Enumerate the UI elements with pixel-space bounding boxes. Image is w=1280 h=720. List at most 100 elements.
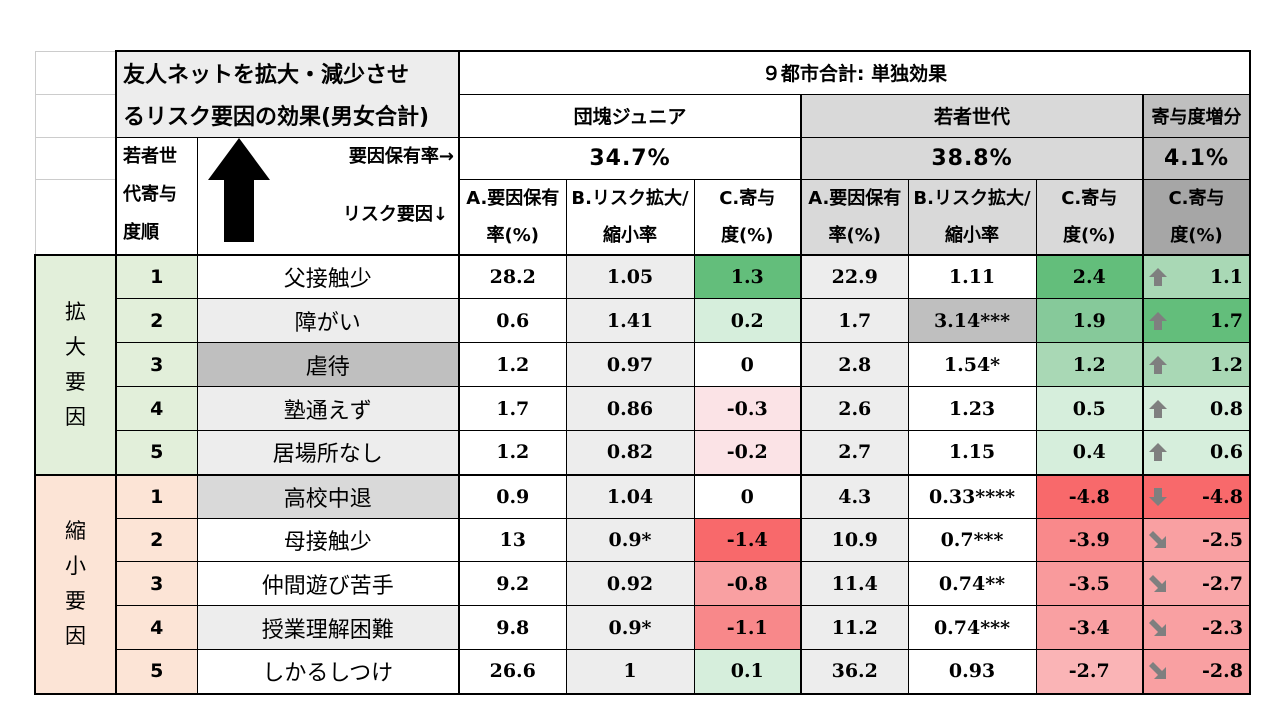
risk-ratio-young-cell: 0.74** bbox=[907, 561, 1037, 606]
factor-cell: 障がい bbox=[196, 298, 460, 343]
table-row: 5 しかるしつけ 26.6 1 0.1 36.2 0.93 -2.7 -2.8 bbox=[35, 649, 1251, 695]
increment-cell: 0.8 bbox=[1142, 386, 1251, 431]
risk-ratio-dankai-cell: 0.86 bbox=[565, 386, 695, 431]
risk-ratio-young-cell: 0.74*** bbox=[907, 605, 1037, 650]
corner-cell-3 bbox=[34, 136, 117, 180]
prevalence-young-cell: 10.9 bbox=[800, 518, 909, 562]
contribution-dankai-cell: 0 bbox=[693, 342, 802, 387]
total-label: ９都市合計: 単独効果 bbox=[458, 50, 1251, 95]
increment-value: 1.2 bbox=[1209, 353, 1243, 376]
contribution-dankai-cell: 0.2 bbox=[693, 298, 802, 343]
contribution-young-cell: 0.4 bbox=[1035, 430, 1144, 475]
factor-cell: 仲間遊び苦手 bbox=[196, 561, 460, 606]
corner-cell-4 bbox=[34, 178, 117, 256]
table-title-line1: 友人ネットを拡大・減少させ bbox=[115, 50, 460, 94]
rank-cell: 2 bbox=[115, 518, 198, 562]
factor-cell: 父接触少 bbox=[196, 253, 460, 299]
risk-ratio-dankai-cell: 1.04 bbox=[565, 473, 695, 519]
rank-cell: 5 bbox=[115, 649, 198, 695]
risk-ratio-dankai-cell: 0.9* bbox=[565, 605, 695, 650]
table-row: 拡大要因 1 父接触少 28.2 1.05 1.3 22.9 1.11 2.4 1.1 bbox=[34, 253, 1251, 475]
risk-ratio-young-cell: 1.15 bbox=[907, 430, 1037, 475]
rank-cell: 4 bbox=[115, 605, 198, 650]
increment-value: -2.8 bbox=[1202, 660, 1243, 683]
contribution-young-cell: 0.5 bbox=[1035, 386, 1144, 431]
colB-dankai: B.リスク拡大/縮小率 bbox=[565, 178, 695, 256]
risk-ratio-dankai-cell: 1.05 bbox=[565, 253, 695, 299]
prevalence-dankai-cell: 1.2 bbox=[458, 430, 567, 475]
rank-cell: 2 bbox=[115, 298, 198, 343]
table-row: 2 障がい 0.6 1.41 0.2 1.7 3.14*** 1.9 1.7 bbox=[35, 298, 1251, 343]
rank-cell: 1 bbox=[115, 253, 198, 299]
risk-ratio-dankai-cell: 1.41 bbox=[565, 298, 695, 343]
risk-ratio-young-cell: 0.93 bbox=[907, 649, 1037, 695]
risk-ratio-young-cell: 0.7*** bbox=[907, 518, 1037, 562]
contribution-young-cell: 1.2 bbox=[1035, 342, 1144, 387]
category-shrink-label: 縮小要因 bbox=[65, 519, 86, 648]
table-title-line2: るリスク要因の効果(男女合計) bbox=[115, 94, 460, 138]
prevalence-dankai-cell: 9.8 bbox=[458, 605, 567, 650]
increment-cell: 1.1 bbox=[1142, 253, 1251, 299]
contribution-dankai-cell: -0.2 bbox=[693, 430, 802, 475]
rate-dankai: 34.7% bbox=[458, 136, 802, 180]
category-expand-label: 拡大要因 bbox=[65, 299, 86, 429]
arrow-up-icon bbox=[1149, 267, 1167, 286]
risk-factor-label: リスク要因↓ bbox=[342, 203, 448, 225]
table-row: 縮小要因 1 高校中退 0.9 1.04 0 4.3 0.33**** -4.8 -4.8 bbox=[34, 473, 1251, 695]
increment-value: 1.1 bbox=[1209, 265, 1243, 288]
prevalence-young-cell: 2.7 bbox=[800, 430, 909, 475]
prevalence-young-cell: 11.4 bbox=[800, 561, 909, 606]
increment-cell: -2.8 bbox=[1142, 649, 1251, 695]
rate-increment: 4.1% bbox=[1142, 136, 1251, 180]
risk-ratio-dankai-cell: 0.97 bbox=[565, 342, 695, 387]
colB-young: B.リスク拡大/縮小率 bbox=[907, 178, 1037, 256]
table-row: 4 授業理解困難 9.8 0.9* -1.1 11.2 0.74*** -3.4 -2.3 bbox=[35, 605, 1251, 650]
factor-cell: 授業理解困難 bbox=[196, 605, 460, 650]
prevalence-dankai-cell: 9.2 bbox=[458, 561, 567, 606]
contribution-young-cell: -2.7 bbox=[1035, 649, 1144, 695]
increment-cell: -2.3 bbox=[1142, 605, 1251, 650]
arrow-down-icon bbox=[1149, 487, 1167, 506]
table-row: 3 虐待 1.2 0.97 0 2.8 1.54* 1.2 1.2 bbox=[35, 342, 1251, 387]
prevalence-young-cell: 22.9 bbox=[800, 253, 909, 299]
arrow-down-right-icon bbox=[1149, 531, 1166, 548]
contribution-dankai-cell: 0 bbox=[693, 473, 802, 519]
factor-cell: 母接触少 bbox=[196, 518, 460, 562]
arrow-up-icon bbox=[1149, 399, 1167, 418]
corner-cell-2 bbox=[34, 93, 117, 138]
increment-cell: -2.7 bbox=[1142, 561, 1251, 606]
colA-young: A.要因保有率(%) bbox=[800, 178, 909, 256]
factor-cell: しかるしつけ bbox=[196, 649, 460, 695]
factor-cell: 虐待 bbox=[196, 342, 460, 387]
increment-value: 1.7 bbox=[1209, 309, 1243, 332]
rank-header-label: 若者世代寄与度順 bbox=[123, 145, 177, 243]
big-arrow-up-icon bbox=[207, 137, 270, 242]
colA-dankai: A.要因保有率(%) bbox=[458, 178, 567, 256]
prevalence-dankai-cell: 0.6 bbox=[458, 298, 567, 343]
factor-cell: 高校中退 bbox=[196, 473, 460, 519]
prevalence-dankai-cell: 0.9 bbox=[458, 473, 567, 519]
arrow-down-right-icon bbox=[1149, 574, 1166, 592]
risk-ratio-dankai-cell: 0.9* bbox=[565, 518, 695, 562]
contribution-young-cell: -3.9 bbox=[1035, 518, 1144, 562]
prevalence-young-cell: 36.2 bbox=[800, 649, 909, 695]
prevalence-label: 要因保有率→ bbox=[348, 145, 454, 167]
increment-cell: 1.7 bbox=[1142, 298, 1251, 343]
prevalence-young-cell: 2.8 bbox=[800, 342, 909, 387]
increment-cell: 1.2 bbox=[1142, 342, 1251, 387]
rank-header: 若者世代寄与度順 bbox=[115, 136, 198, 255]
prevalence-dankai-cell: 28.2 bbox=[458, 253, 567, 299]
rank-cell: 3 bbox=[115, 342, 198, 387]
increment-cell: -2.5 bbox=[1142, 518, 1251, 562]
risk-ratio-young-cell: 1.23 bbox=[907, 386, 1037, 431]
risk-ratio-dankai-cell: 0.82 bbox=[565, 430, 695, 475]
rank-cell: 3 bbox=[115, 561, 198, 606]
prevalence-dankai-cell: 1.2 bbox=[458, 342, 567, 387]
prevalence-young-cell: 1.7 bbox=[800, 298, 909, 343]
increment-value: -2.3 bbox=[1202, 616, 1243, 639]
arrow-down-right-icon bbox=[1149, 662, 1166, 680]
prevalence-young-cell: 11.2 bbox=[800, 605, 909, 650]
colC-young: C.寄与度(%) bbox=[1035, 178, 1144, 256]
table-row: 2 母接触少 13 0.9* -1.4 10.9 0.7*** -3.9 -2.5 bbox=[35, 518, 1251, 562]
factor-header: 要因保有率→ リスク要因↓ bbox=[196, 136, 460, 255]
